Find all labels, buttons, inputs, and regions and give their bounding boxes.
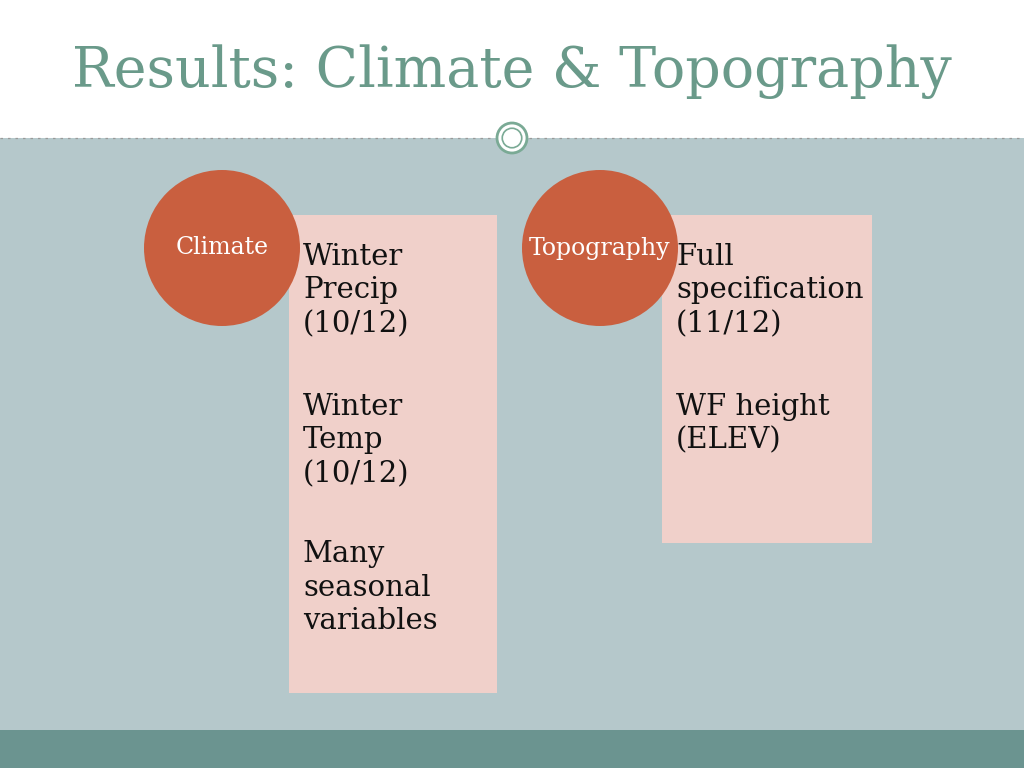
FancyBboxPatch shape (0, 138, 1024, 730)
FancyBboxPatch shape (662, 215, 872, 543)
FancyBboxPatch shape (0, 0, 1024, 138)
Text: Winter
Precip
(10/12): Winter Precip (10/12) (303, 243, 410, 338)
Text: Many
seasonal
variables: Many seasonal variables (303, 540, 437, 635)
Text: Topography: Topography (529, 237, 671, 260)
Circle shape (497, 123, 527, 153)
Text: Full
specification
(11/12): Full specification (11/12) (676, 243, 863, 338)
Text: Results: Climate & Topography: Results: Climate & Topography (72, 45, 952, 99)
Text: Winter
Temp
(10/12): Winter Temp (10/12) (303, 393, 410, 488)
Circle shape (522, 170, 678, 326)
Text: WF height
(ELEV): WF height (ELEV) (676, 393, 829, 455)
Circle shape (502, 128, 522, 147)
FancyBboxPatch shape (0, 730, 1024, 768)
FancyBboxPatch shape (289, 215, 497, 693)
Circle shape (144, 170, 300, 326)
Text: Climate: Climate (175, 237, 268, 260)
